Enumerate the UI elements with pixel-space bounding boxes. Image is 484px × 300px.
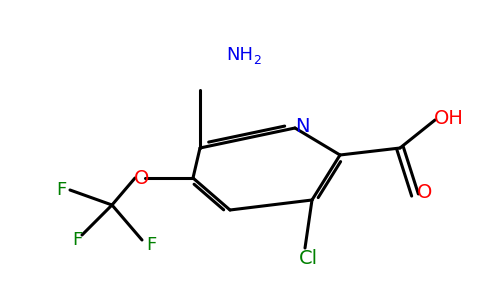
Text: OH: OH [434,109,464,128]
Text: F: F [146,236,156,254]
Text: Cl: Cl [299,248,318,268]
Text: F: F [56,181,66,199]
Text: 2: 2 [253,53,261,67]
Text: O: O [135,169,150,188]
Text: F: F [72,231,82,249]
Text: NH: NH [227,46,254,64]
Text: N: N [295,116,309,136]
Text: O: O [417,182,433,202]
